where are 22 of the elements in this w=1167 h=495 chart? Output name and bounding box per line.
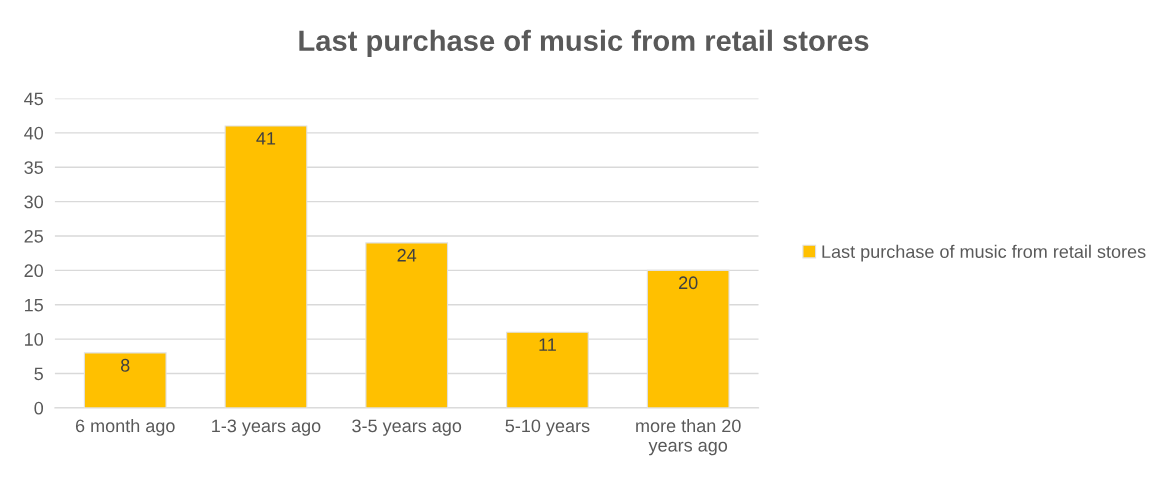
x-tick-label: more than 20 years ago — [636, 418, 741, 456]
x-tick-label: 6 month ago — [75, 418, 175, 436]
y-tick-label: 30 — [24, 195, 44, 209]
x-tick-label: 1-3 years ago — [212, 419, 321, 436]
data-label: 20 — [679, 276, 698, 290]
y-tick-label: 15 — [25, 298, 43, 312]
legend-label: Last purchase of music from retail stores — [822, 244, 1146, 262]
y-tick-label: 45 — [24, 92, 43, 106]
x-tick-label: 3-5 years ago — [352, 419, 462, 436]
x-tick-label: 5-10 years — [505, 419, 590, 436]
y-tick-label: 0 — [34, 401, 44, 415]
data-label: 24 — [397, 248, 417, 262]
chart-title: Last purchase of music from retail stores — [299, 29, 869, 57]
y-tick-label: 40 — [24, 126, 44, 140]
data-label: 41 — [256, 132, 276, 145]
y-tick-label: 25 — [24, 229, 43, 243]
data-label: 11 — [539, 338, 556, 351]
data-label: 8 — [120, 358, 130, 372]
y-tick-label: 35 — [24, 161, 43, 174]
y-tick-label: 5 — [34, 367, 43, 381]
y-tick-label: 10 — [25, 333, 44, 346]
y-tick-label: 20 — [24, 264, 44, 278]
